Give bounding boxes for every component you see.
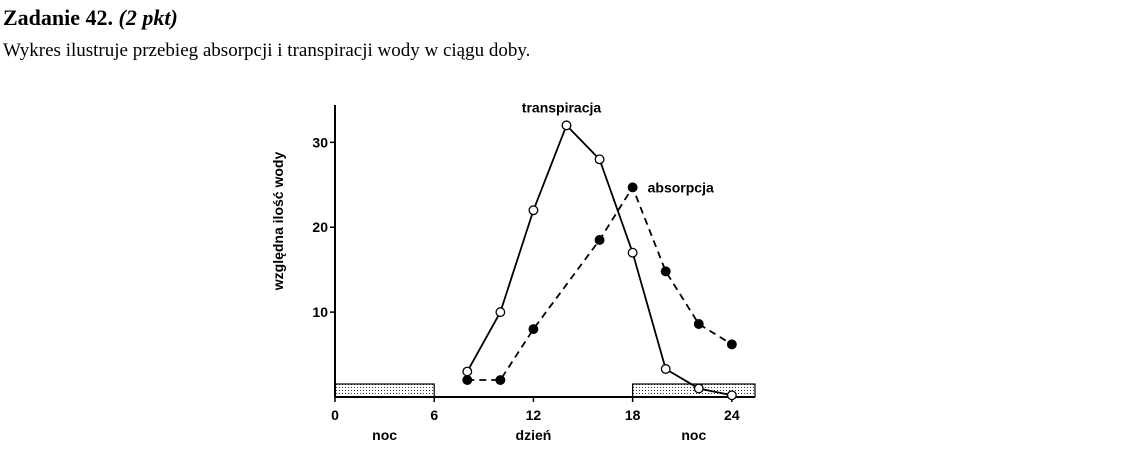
x-tick-label: 0 — [331, 407, 339, 423]
data-point — [726, 339, 737, 350]
data-point — [462, 375, 473, 385]
y-axis-label: względna ilość wody — [270, 152, 286, 292]
data-point — [528, 205, 539, 216]
period-label: dzień — [516, 427, 552, 443]
series-label: transpiracja — [522, 99, 602, 115]
data-point — [528, 324, 539, 335]
x-tick-label: 24 — [724, 407, 740, 423]
y-tick-label: 30 — [312, 134, 328, 150]
series-line — [466, 123, 733, 397]
x-tick-label: 12 — [526, 407, 542, 423]
data-point — [660, 266, 671, 277]
series-line — [467, 185, 733, 381]
x-tick-label: 18 — [625, 407, 641, 423]
data-point — [462, 366, 473, 377]
data-point — [594, 235, 605, 245]
chart: noc dzień noc 0 6 12 18 24 10 20 30 względna ilość … — [270, 99, 756, 443]
series-label: absorpcja — [648, 179, 714, 195]
y-tick-label: 10 — [312, 304, 328, 320]
data-point — [495, 307, 506, 318]
data-point — [693, 319, 704, 329]
data-point — [693, 383, 704, 394]
task-points: (2 pkt) — [119, 5, 178, 30]
data-point — [561, 120, 572, 131]
data-point — [660, 364, 671, 374]
period-label: noc — [372, 427, 397, 443]
period-label: noc — [681, 427, 706, 443]
data-point — [627, 247, 638, 258]
task-number: Zadanie 42. — [3, 5, 113, 30]
data-point — [627, 182, 638, 193]
task-intro: Wykres ilustruje przebieg absorpcji i tr… — [3, 40, 530, 61]
y-tick-label: 20 — [312, 219, 328, 235]
x-tick-label: 6 — [430, 407, 438, 423]
data-point — [594, 154, 605, 165]
data-point — [495, 375, 506, 385]
data-point — [726, 390, 737, 401]
night-bar — [334, 383, 435, 398]
task-title: Zadanie 42. (2 pkt) — [3, 5, 178, 30]
